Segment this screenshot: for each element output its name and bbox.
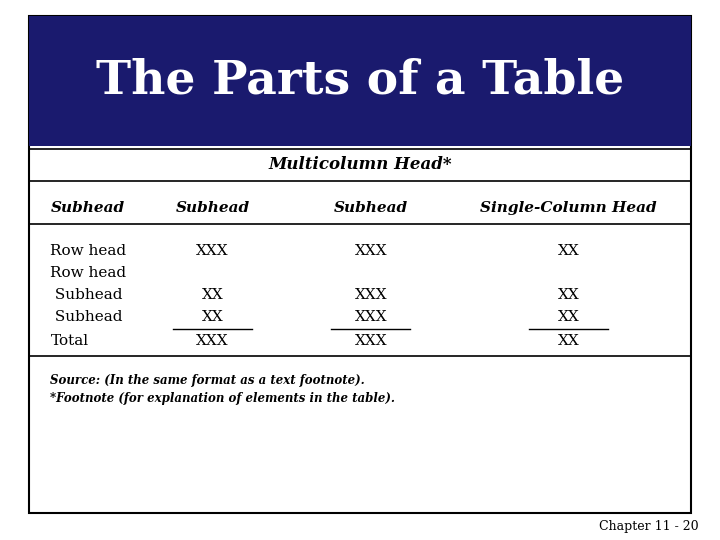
Text: Subhead: Subhead: [334, 201, 408, 215]
Text: Subhead: Subhead: [176, 201, 249, 215]
Text: XX: XX: [558, 244, 580, 258]
Text: Row head: Row head: [50, 244, 127, 258]
Text: XXX: XXX: [354, 310, 387, 324]
Text: Row head: Row head: [50, 266, 127, 280]
Text: Single-Column Head: Single-Column Head: [480, 201, 657, 215]
Text: Subhead: Subhead: [50, 288, 123, 302]
Text: The Parts of a Table: The Parts of a Table: [96, 58, 624, 104]
Bar: [29, 16, 691, 146]
Text: Total: Total: [50, 334, 89, 348]
Text: XX: XX: [558, 334, 580, 348]
Text: XX: XX: [558, 288, 580, 302]
Text: XXX: XXX: [354, 288, 387, 302]
Text: XXX: XXX: [196, 244, 229, 258]
Text: XXX: XXX: [354, 244, 387, 258]
Text: XXX: XXX: [354, 334, 387, 348]
Text: Chapter 11 - 20: Chapter 11 - 20: [599, 520, 698, 533]
Text: XXX: XXX: [196, 334, 229, 348]
Text: Subhead: Subhead: [50, 201, 125, 215]
Text: Subhead: Subhead: [50, 310, 123, 324]
Text: *Footnote (for explanation of elements in the table).: *Footnote (for explanation of elements i…: [50, 392, 395, 405]
Text: XX: XX: [202, 310, 223, 324]
Text: Source: (In the same format as a text footnote).: Source: (In the same format as a text fo…: [50, 374, 365, 387]
Text: XX: XX: [202, 288, 223, 302]
Text: XX: XX: [558, 310, 580, 324]
Text: Multicolumn Head*: Multicolumn Head*: [268, 156, 452, 173]
